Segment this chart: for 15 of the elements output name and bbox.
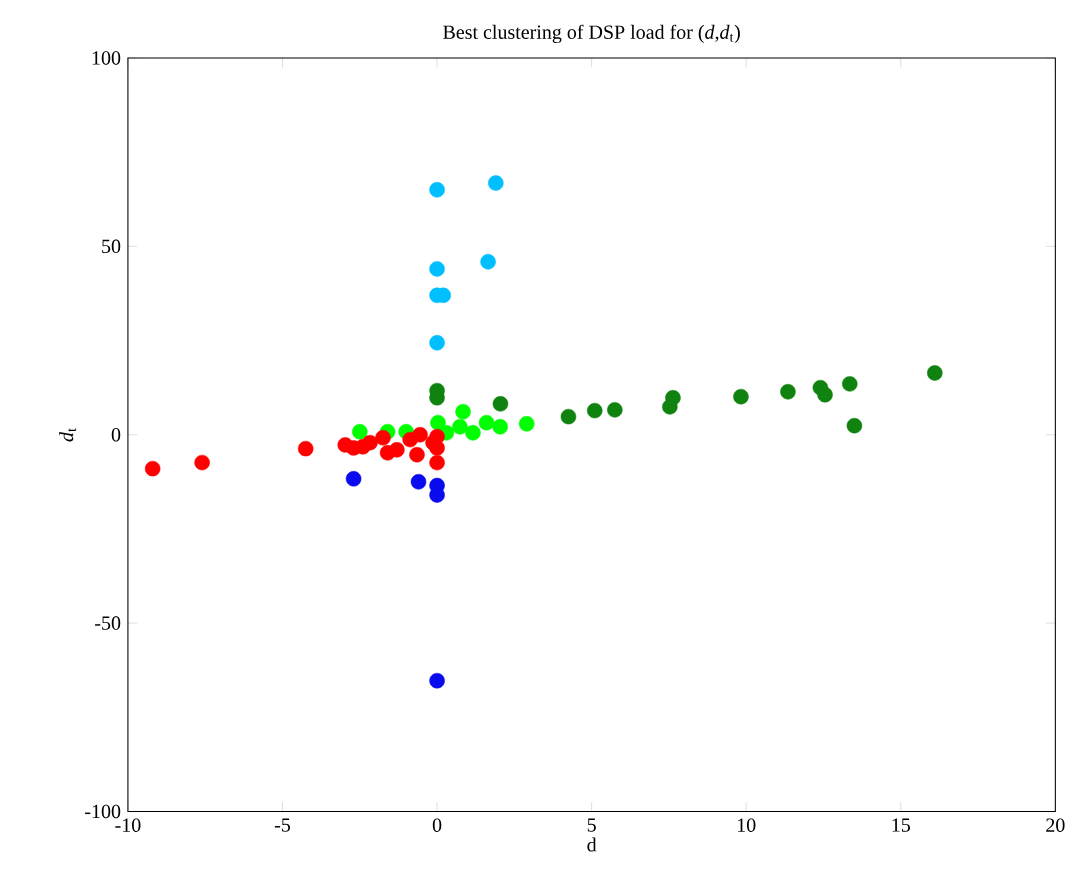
y-tick-label: 100	[92, 50, 121, 65]
x-tick-label: 20	[1046, 818, 1065, 832]
y-tick-label: 0	[111, 427, 121, 442]
x-tick-label: -10	[115, 818, 141, 832]
y-tick-label: -100	[85, 804, 121, 818]
x-tick-label: 0	[432, 818, 442, 832]
x-tick-label: -5	[274, 818, 291, 832]
chart-title: Best clustering of DSP load for (d,d$_{t}$)	[443, 24, 740, 43]
y-tick-label: 50	[102, 239, 121, 253]
x-tick-label: 5	[587, 818, 596, 832]
x-tick-label: 15	[892, 818, 910, 832]
y-axis-title: d$_{t}$	[59, 427, 77, 442]
x-axis-title: d	[587, 837, 597, 852]
x-tick-label: 10	[737, 818, 756, 832]
y-tick-label: -50	[95, 616, 121, 630]
